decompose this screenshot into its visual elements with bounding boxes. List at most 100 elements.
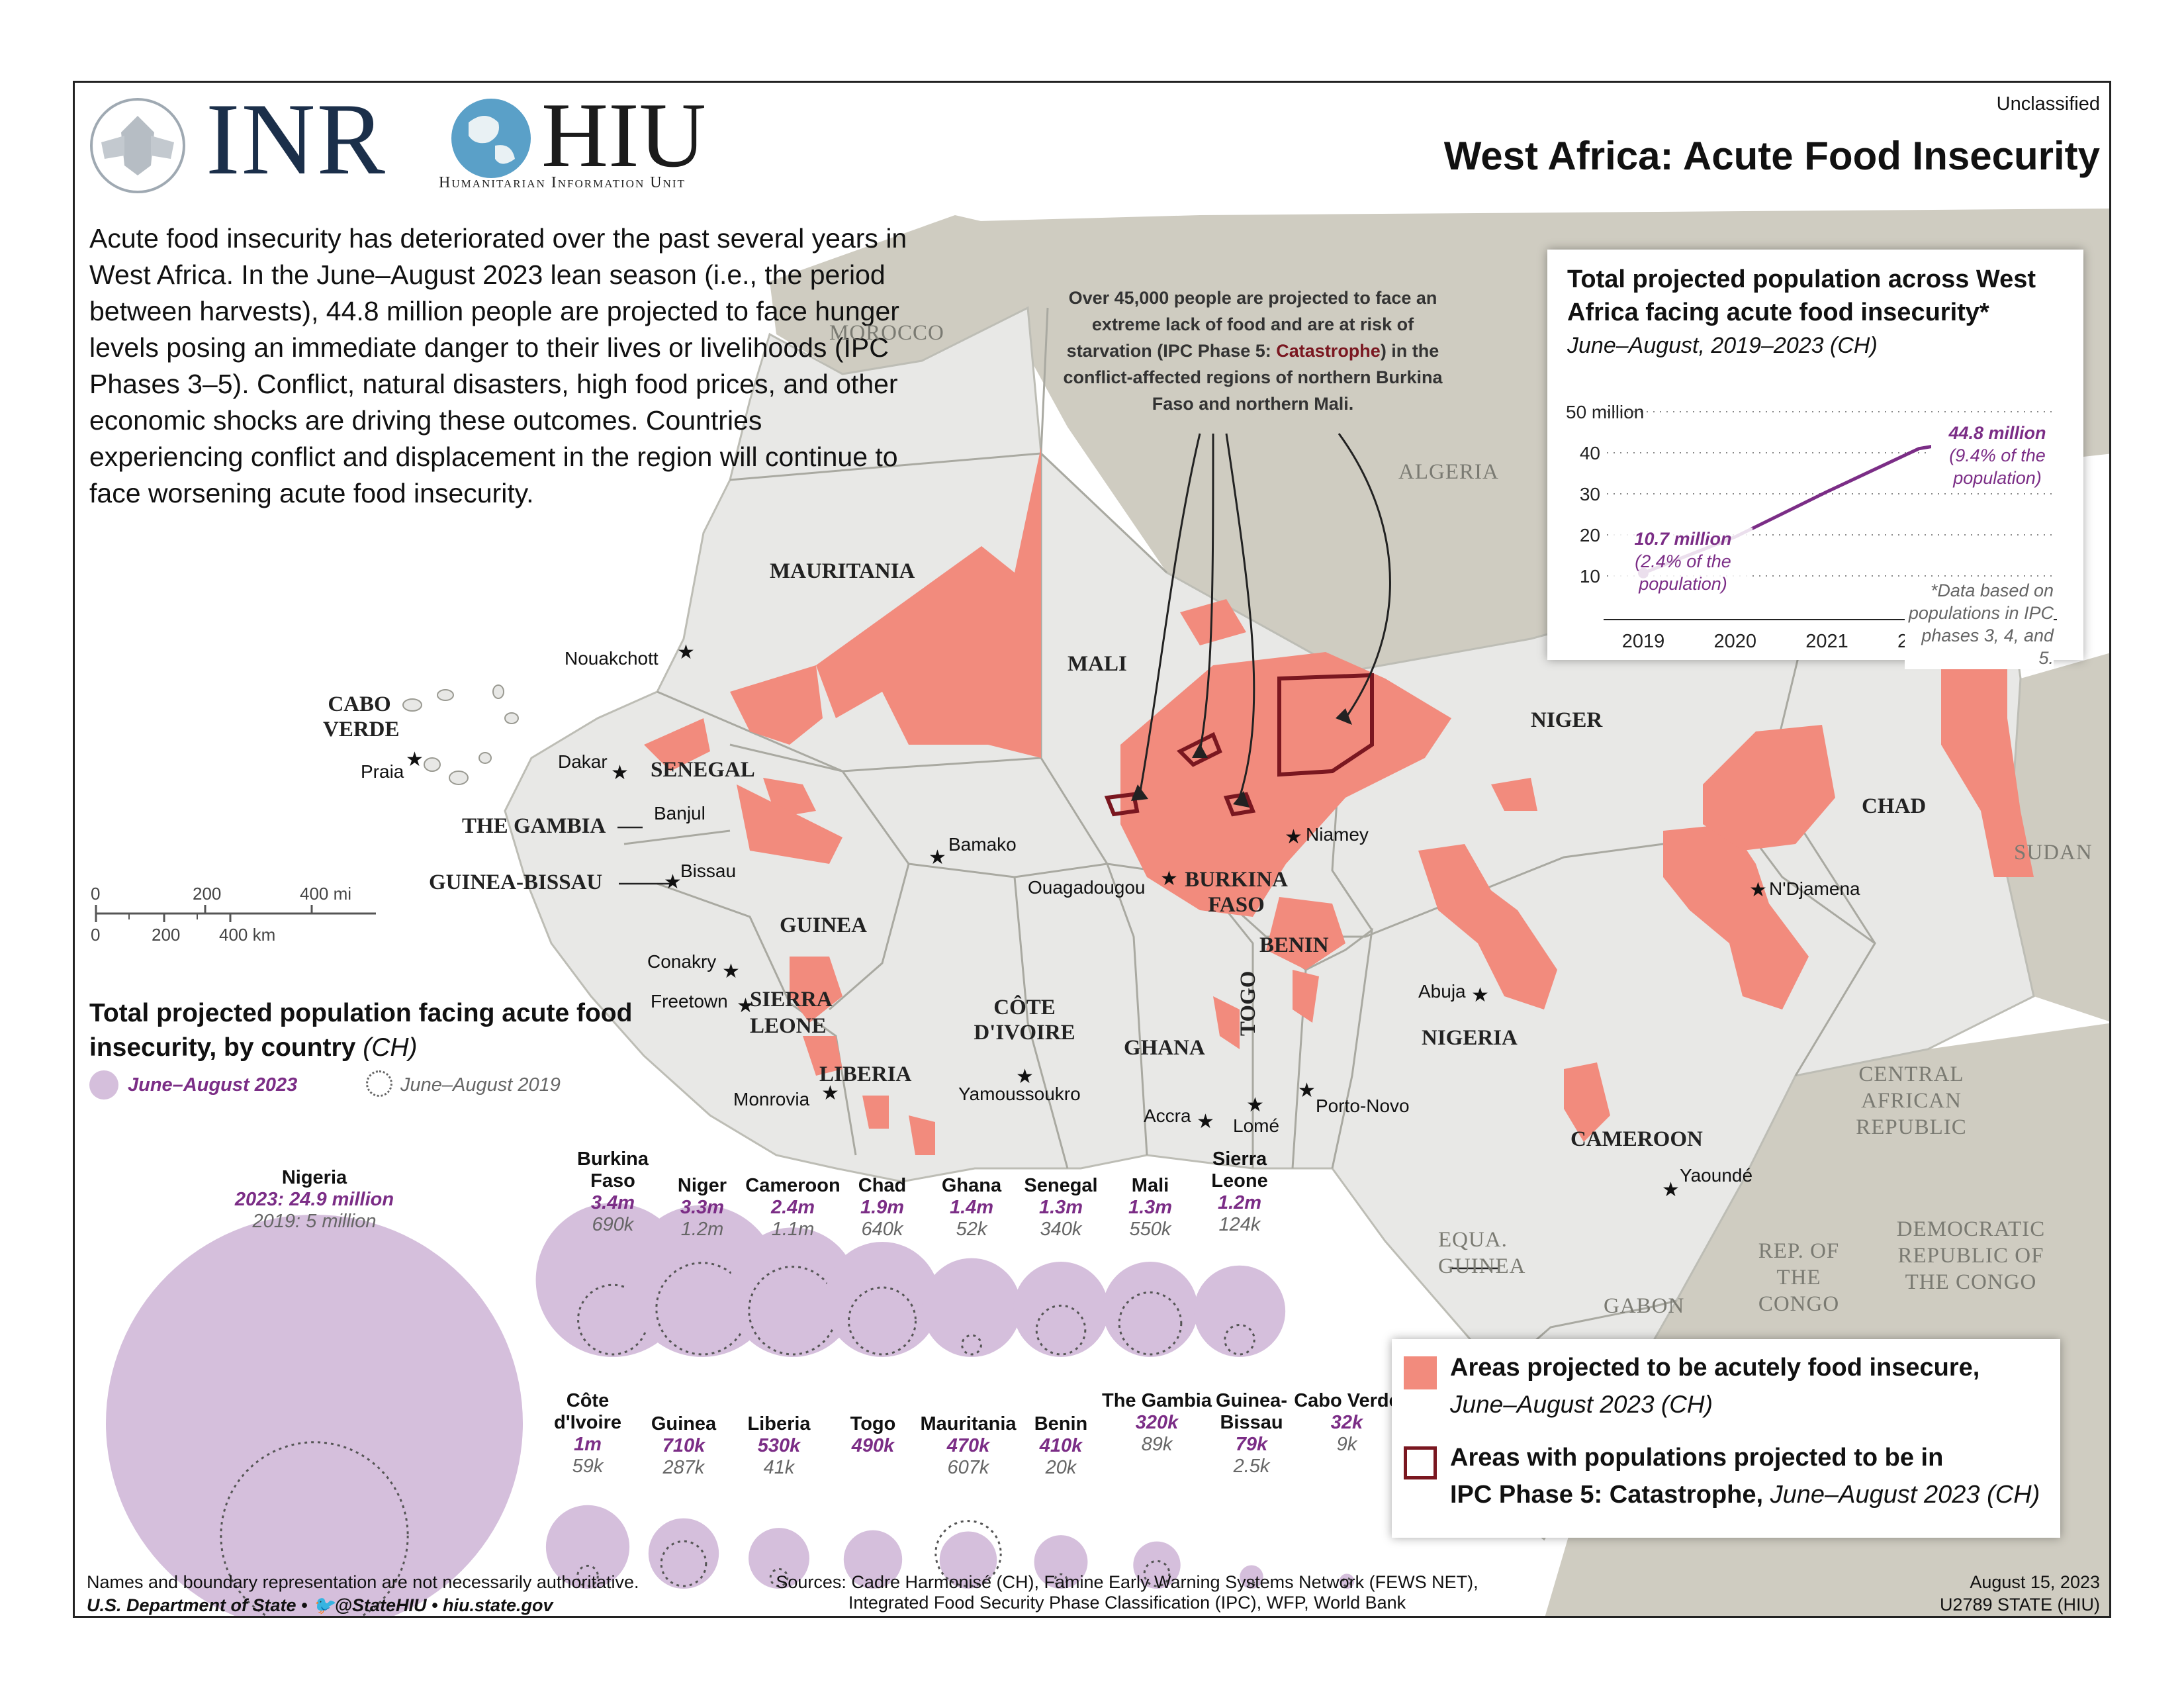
bubble-2019 [1248, 1580, 1255, 1588]
city-lome: Lomé [1233, 1115, 1280, 1136]
legend-insecure-swatch [1404, 1356, 1437, 1389]
bubble-value-2019: 52k [956, 1219, 987, 1240]
capital-star-icon: ★ [722, 961, 740, 982]
bubble-2019 [934, 1520, 1002, 1587]
bubble-2023 [1034, 1535, 1088, 1589]
legend-insecure-period: June–August 2023 (CH) [1450, 1391, 1713, 1418]
logo-hiu-subtitle: Humanitarian Information Unit [439, 174, 686, 191]
inset-ytick-label: 20 [1580, 525, 1600, 545]
scale-mi-200: 200 [193, 884, 222, 904]
catastrophe-callout: Over 45,000 people are projected to face… [1058, 285, 1448, 417]
bubble-2023 [648, 1518, 719, 1589]
footer-twitter[interactable]: @StateHIU [334, 1595, 427, 1615]
inset-ytick-label: 30 [1580, 484, 1600, 504]
label-rep-congo: REP. OF THE CONGO [1758, 1239, 1840, 1316]
bubble-label: Guinea 710k 287k [627, 1413, 740, 1479]
bubble-value-2019: 287k [662, 1457, 705, 1478]
bubble-value-2019: 1.2m [680, 1219, 724, 1240]
inset-note: *Data based on populations in IPC phases… [1905, 579, 2054, 669]
arrow-heads [1131, 708, 1352, 808]
label-nigeria: NIGERIA [1422, 1026, 1518, 1050]
label-benin: BENIN [1259, 933, 1329, 957]
bubble-2019 [1143, 1560, 1171, 1587]
bubble-country-name: Togo [850, 1413, 896, 1434]
bubble-label: Chad 1.9m 640k [826, 1175, 938, 1241]
label-senegal: SENEGAL [651, 758, 755, 782]
bubble-2023 [545, 1505, 630, 1589]
bubbles-title: Total projected population facing acute … [89, 996, 685, 1065]
callout-pre: Over 45,000 people are projected to face… [1066, 288, 1437, 361]
label-mauritania: MAURITANIA [770, 559, 915, 583]
bubble-country-name: Burkina Faso [577, 1149, 649, 1192]
logo-hiu: HIU [541, 84, 706, 187]
twitter-icon: 🐦 [312, 1595, 335, 1615]
bubble-value-2023: 2023: 24.9 million [234, 1189, 394, 1210]
bubble-country-name: Niger [677, 1175, 727, 1196]
capital-star-icon: ★ [406, 749, 424, 771]
bubble-label: Mauritania 470k 607k [912, 1413, 1024, 1479]
capital-star-icon: ★ [677, 641, 695, 663]
city-monrovia: Monrovia [733, 1089, 810, 1109]
bubble-value-2019: 9k [1336, 1434, 1357, 1455]
bubble-2019 [769, 1568, 789, 1587]
footer-sources: Sources: Cadre Harmonisé (CH), Famine Ea… [737, 1572, 1518, 1613]
inset-end-pop: population) [1953, 468, 2042, 488]
footer-date: August 15, 2023 [1970, 1572, 2100, 1592]
label-algeria: ALGERIA [1398, 460, 1499, 484]
bubble-2019 [1224, 1324, 1255, 1356]
bubble-label: Cabo Verde 32k 9k [1291, 1390, 1403, 1456]
bubble-value-2023: 710k [662, 1435, 705, 1456]
capital-star-icon: ★ [1749, 879, 1767, 901]
inset-subtitle: June–August, 2019–2023 (CH) [1567, 333, 1878, 358]
bubble-label: Guinea-Bissau 79k 2.5k [1195, 1390, 1308, 1477]
scale-bar: 0 200 400 mi 0 200 400 km [88, 884, 406, 945]
bubble-2023 [728, 1227, 858, 1357]
bubble-country-name: Nigeria [281, 1167, 347, 1188]
city-accra: Accra [1144, 1105, 1191, 1126]
legend-phase5-line-2: IPC Phase 5: Catastrophe, June–August 20… [1450, 1481, 2040, 1509]
inset-end-pct: (9.4% of the [1949, 445, 2046, 465]
bubble-value-2019: 89k [1141, 1434, 1173, 1455]
bubble-value-2019: 690k [592, 1214, 634, 1235]
bubble-value-2023: 1.3m [1128, 1197, 1173, 1218]
footer-sources-1: Sources: Cadre Harmonisé (CH), Famine Ea… [776, 1572, 1479, 1592]
city-bissau: Bissau [680, 861, 737, 881]
bubbles-legend: June–August 2023 June–August 2019 [89, 1069, 685, 1102]
inset-start-pct: (2.4% of the [1635, 551, 1731, 571]
bubble-value-2023: 1.3m [1038, 1197, 1083, 1218]
capital-star-icon: ★ [1016, 1066, 1034, 1088]
bubble-2019 [1342, 1577, 1352, 1587]
bubble-label: Burkina Faso 3.4m 690k [557, 1149, 669, 1236]
footer-website[interactable]: • hiu.state.gov [432, 1595, 553, 1615]
bubble-country-name: Mali [1131, 1175, 1169, 1196]
inset-ytick-label: 50 million [1566, 402, 1644, 422]
capital-star-icon: ★ [1285, 826, 1302, 848]
bubble-label: Mali 1.3m 550k [1094, 1175, 1206, 1241]
bubble-2023 [1240, 1565, 1263, 1589]
inset-ytick-label: 40 [1580, 443, 1600, 463]
capital-star-icon: ★ [1246, 1094, 1264, 1116]
bubble-2019 [1035, 1304, 1087, 1356]
label-gabon: GABON [1604, 1294, 1685, 1318]
bubble-2019 [847, 1286, 917, 1356]
bubble-value-2019: 1.1m [771, 1219, 815, 1240]
bubble-country-name: Cameroon [745, 1175, 841, 1196]
bubble-value-2023: 410k [1039, 1435, 1083, 1456]
capital-star-icon: ★ [611, 762, 629, 784]
bubble-country-name: Côte d'Ivoire [554, 1390, 621, 1433]
capital-star-icon: ★ [1197, 1111, 1214, 1133]
bubble-value-2019: 2019: 5 million [252, 1211, 377, 1232]
bubble-label: Cameroon 2.4m 1.1m [737, 1175, 849, 1241]
country-borders [623, 307, 1876, 1441]
bubbles-title-text: Total projected population facing acute … [89, 999, 633, 1062]
logo-inr: INR [206, 82, 387, 196]
capital-star-icon: ★ [1160, 868, 1178, 890]
inset-title: Total projected population across West A… [1567, 265, 2036, 326]
map-legend: Areas projected to be acutely food insec… [1392, 1339, 2060, 1538]
state-seal [88, 96, 187, 195]
food-insecure-areas [644, 447, 2034, 1155]
city-conakry: Conakry [647, 951, 717, 972]
bubble-value-2023: 1m [574, 1434, 602, 1455]
capital-star-icon: ★ [1662, 1179, 1680, 1201]
footer-sources-2: Integrated Food Security Phase Classific… [848, 1593, 1406, 1613]
